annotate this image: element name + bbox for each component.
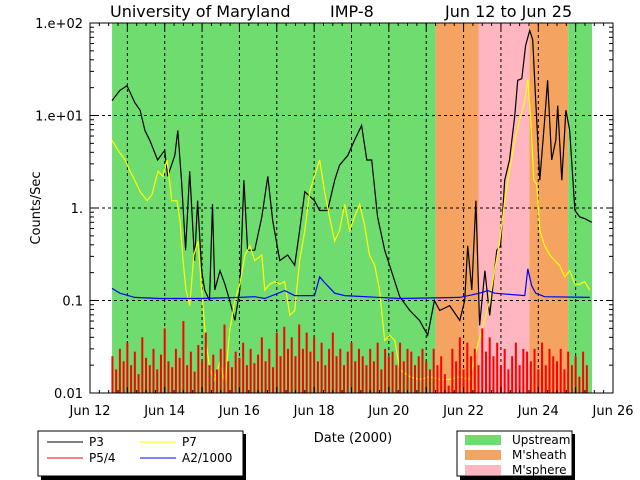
legend-label-upstream: Upstream	[512, 433, 570, 447]
x-tick-label: Jun 26	[592, 404, 634, 419]
y-tick-label: 1.e+01	[35, 110, 83, 125]
x-tick-label: Jun 22	[442, 404, 484, 419]
legend-label-p3: P3	[89, 435, 104, 449]
y-tick-label: 0.1	[62, 295, 83, 310]
title-date-range: Jun 12 to Jun 25	[444, 2, 572, 21]
legend-swatch-msheath	[465, 450, 501, 460]
region-upstream-4	[568, 23, 593, 393]
series-p3-line	[111, 28, 592, 338]
y-tick-label: 1.	[71, 202, 83, 217]
x-tick-label: Jun 16	[218, 404, 260, 419]
region-backgrounds	[112, 23, 593, 393]
series-p7-line	[111, 78, 591, 386]
legend-label-msphere: M'sphere	[512, 463, 567, 477]
x-tick-label: Jun 14	[143, 404, 185, 419]
series-legend: P3 P7 P5/4 A2/1000	[37, 430, 246, 480]
legend-swatch-upstream	[465, 435, 501, 445]
legend-swatch-msphere	[465, 465, 501, 475]
legend-label-a2: A2/1000	[182, 451, 232, 465]
x-tick-label: Jun 18	[293, 404, 335, 419]
region-upstream-0	[112, 23, 436, 393]
axes: Jun 12 Jun 14 Jun 16 Jun 18 Jun 20 Jun 22 Jun …	[35, 17, 633, 419]
legend-label-p5-4: P5/4	[89, 451, 116, 465]
data-series	[111, 28, 592, 393]
series-a2-1000-line	[111, 268, 590, 300]
legend-label-msheath: M'sheath	[512, 448, 567, 462]
y-tick-label: 0.01	[54, 387, 83, 402]
y-axis-label: Counts/Sec	[29, 171, 44, 244]
x-axis-label: Date (2000)	[314, 431, 392, 446]
x-tick-label: Jun 24	[517, 404, 559, 419]
y-tick-label: 1.e+02	[35, 17, 83, 32]
region-legend: Upstream M'sheath M'sphere	[456, 430, 575, 480]
x-tick-label: Jun 20	[367, 404, 409, 419]
legend-label-p7: P7	[182, 435, 197, 449]
x-tick-label: Jun 12	[69, 404, 111, 419]
title-institution: University of Maryland	[110, 2, 291, 21]
title-spacecraft: IMP-8	[330, 2, 374, 21]
